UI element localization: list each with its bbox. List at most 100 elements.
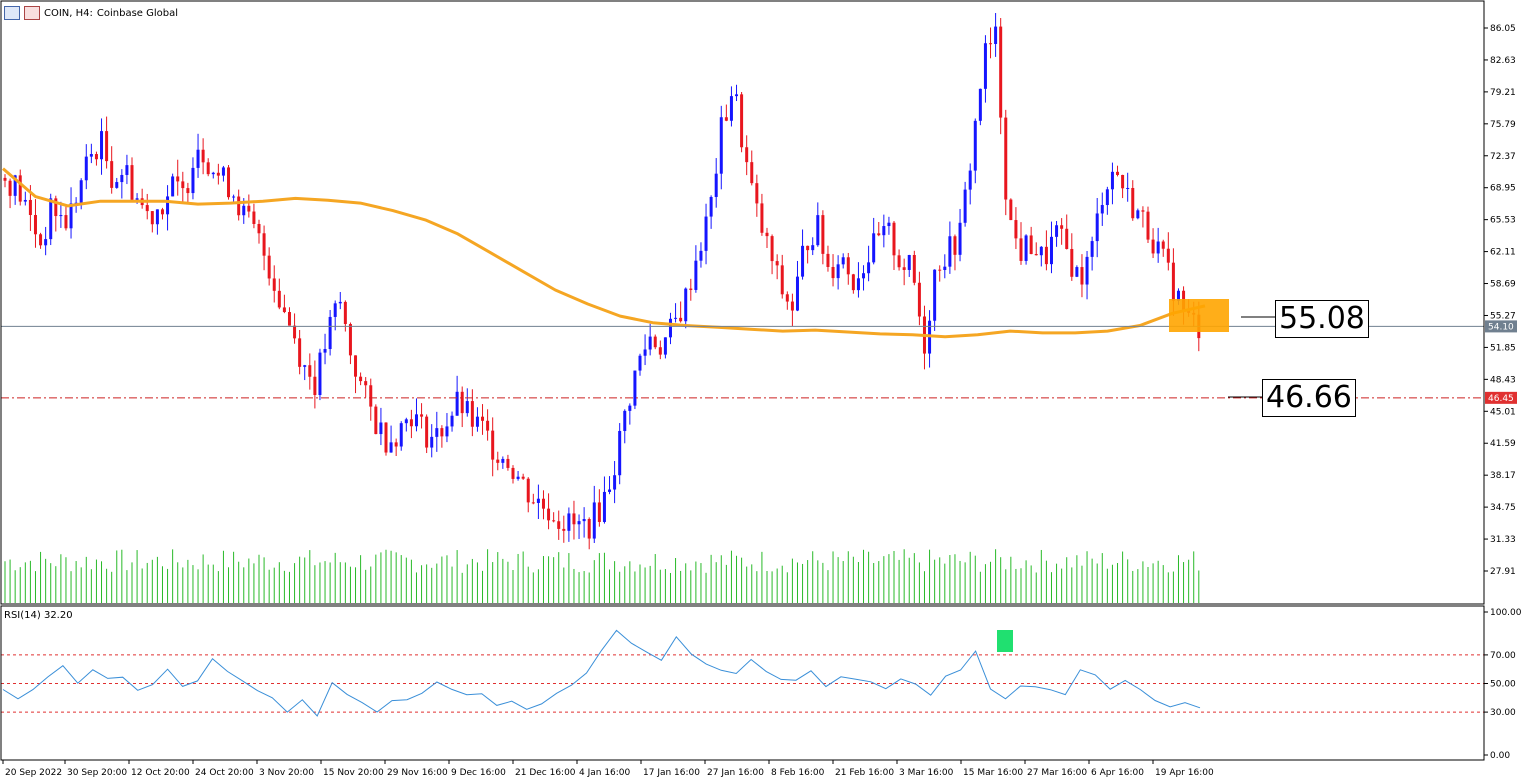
candle-body (1019, 238, 1023, 261)
candle-body (28, 199, 32, 216)
symbol-window-icon[interactable] (24, 6, 40, 20)
candle-body (638, 355, 642, 371)
price-tick-label: 41.59 (1490, 439, 1516, 449)
price-tick-label: 38.17 (1490, 471, 1516, 481)
candle-body (1110, 171, 1114, 190)
candle-body (714, 173, 718, 197)
candle-body (1065, 228, 1069, 249)
x-tick-label: 3 Nov 20:00 (259, 768, 314, 778)
candle-body (577, 521, 581, 525)
candle-body (1156, 241, 1160, 254)
candle-body (303, 365, 307, 367)
x-tick-label: 24 Oct 20:00 (195, 768, 254, 778)
candle-body (155, 209, 159, 225)
candle-body (242, 205, 246, 216)
candle-body (816, 215, 820, 246)
candle-body (608, 489, 612, 492)
candle-body (547, 508, 551, 521)
candle-body (602, 491, 606, 522)
candle-body (724, 117, 728, 121)
candle-body (69, 203, 73, 229)
candle-body (425, 416, 429, 448)
x-tick-label: 21 Dec 16:00 (515, 768, 576, 778)
candle-body (49, 198, 53, 240)
candle-body (1070, 248, 1074, 277)
current-price-tag-bg (1485, 320, 1517, 333)
candle-body (1004, 117, 1008, 200)
candle-body (943, 266, 947, 271)
price-tick-label: 62.11 (1490, 248, 1516, 258)
candle-body (394, 442, 398, 447)
candle-body (333, 303, 337, 317)
x-tick-label: 6 Apr 16:00 (1091, 768, 1144, 778)
candle-body (882, 226, 886, 236)
candle-body (18, 175, 22, 202)
candle-body (39, 234, 43, 246)
price-pane-frame (0, 0, 1485, 605)
candle-body (374, 406, 378, 435)
candle-body (877, 233, 881, 236)
candle-body (795, 276, 799, 311)
level-price-tag-bg (1485, 391, 1517, 404)
candle-body (379, 422, 383, 435)
candle-body (831, 266, 835, 279)
chart-window-icon[interactable] (4, 6, 20, 20)
candle-body (902, 267, 906, 270)
candle-body (359, 376, 363, 382)
candle-body (384, 422, 388, 453)
candle-body (958, 222, 962, 255)
candle-body (64, 215, 68, 229)
price-tick-label: 34.75 (1490, 503, 1516, 513)
candle-body (628, 405, 632, 411)
price-tick-label: 31.33 (1490, 535, 1516, 545)
candle-body (938, 269, 942, 271)
candle-body (587, 519, 591, 539)
candle-body (541, 498, 545, 509)
candle-body (801, 245, 805, 277)
candle-body (643, 349, 647, 356)
candle-body (633, 370, 637, 406)
candle-body (486, 420, 490, 431)
candle-body (989, 43, 993, 45)
candle-body (826, 253, 830, 267)
candle-body (1029, 235, 1033, 255)
candle-body (110, 161, 114, 188)
candle-body (465, 401, 469, 414)
candle-body (750, 162, 754, 184)
candle-body (735, 94, 739, 97)
candle-body (806, 245, 810, 251)
candle-body (841, 257, 845, 265)
candle-body (709, 196, 713, 217)
candle-body (658, 347, 662, 355)
x-tick-label: 27 Mar 16:00 (1027, 768, 1087, 778)
candle-body (160, 209, 164, 215)
candle-body (399, 423, 403, 447)
candle-body (1034, 254, 1038, 256)
callout-upper: 55.08 (1275, 300, 1369, 338)
price-tick-label: 82.63 (1490, 56, 1516, 66)
candle-body (54, 198, 58, 217)
candle-body (272, 278, 276, 291)
candle-body (298, 338, 302, 367)
candle-body (887, 222, 891, 227)
candle-body (414, 414, 418, 427)
candle-body (836, 264, 840, 279)
callout-lower: 46.66 (1262, 379, 1356, 417)
instrument-name: Coinbase Global (96, 7, 179, 19)
candle-body (313, 376, 317, 396)
candle-body (968, 170, 972, 190)
candle-body (1171, 262, 1175, 301)
candle-body (516, 476, 520, 479)
moving-average-line (2, 167, 1206, 339)
candle-body (907, 254, 911, 270)
candle-body (125, 165, 129, 175)
rsi-pane (1, 629, 1484, 717)
rsi-label: RSI(14) 32.20 (4, 610, 73, 621)
candle-body (262, 233, 266, 256)
x-tick-label: 15 Nov 20:00 (323, 768, 384, 778)
candle-body (145, 205, 149, 212)
candle-body (572, 513, 576, 525)
candle-body (409, 419, 413, 427)
candle-body (171, 176, 175, 197)
candle-body (1176, 290, 1180, 301)
